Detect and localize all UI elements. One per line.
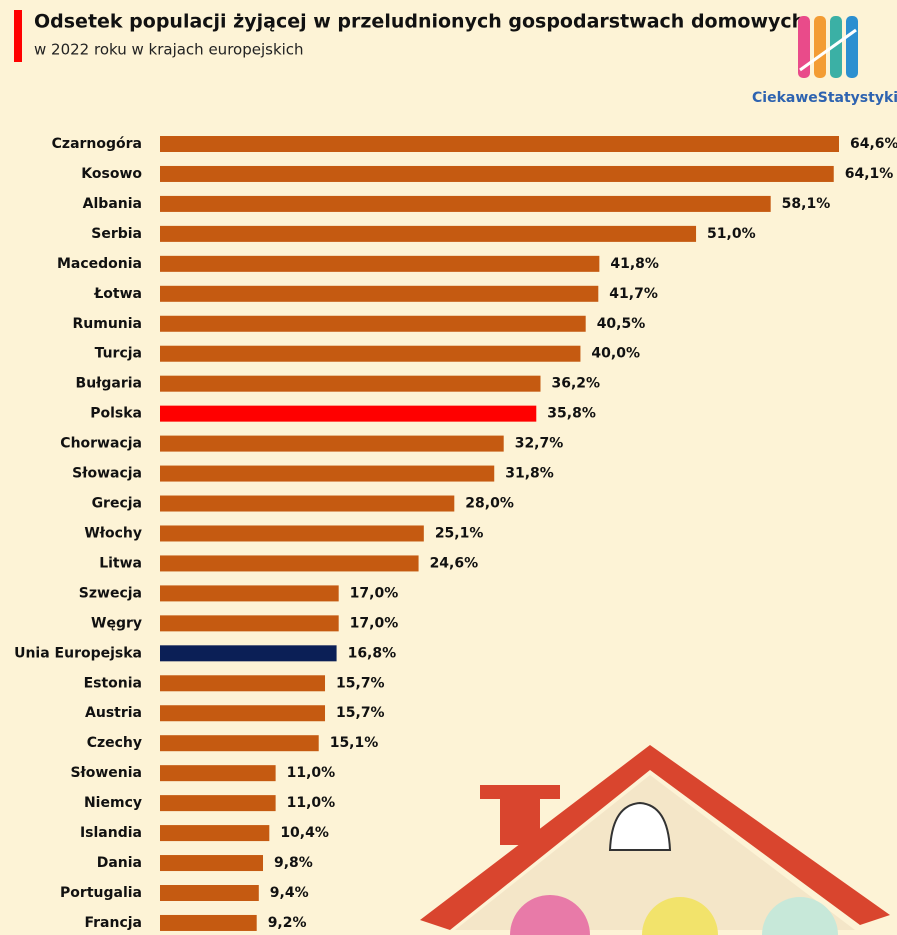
- value-label: 11,0%: [287, 765, 336, 781]
- category-label: Unia Europejska: [14, 645, 142, 661]
- bar: [160, 765, 276, 782]
- category-label: Austria: [85, 705, 142, 721]
- value-label: 41,8%: [610, 256, 659, 272]
- category-label: Czarnogóra: [52, 136, 142, 152]
- category-label: Litwa: [99, 555, 142, 571]
- bar: [160, 405, 537, 422]
- value-label: 32,7%: [515, 436, 564, 452]
- bar: [160, 165, 834, 182]
- bar: [160, 435, 504, 452]
- category-label: Polska: [90, 406, 142, 422]
- value-label: 36,2%: [551, 376, 600, 392]
- category-label: Słowacja: [72, 466, 142, 482]
- value-label: 9,2%: [268, 915, 307, 931]
- category-label: Słowenia: [70, 765, 142, 781]
- bar: [160, 615, 339, 632]
- category-label: Portugalia: [60, 885, 142, 901]
- value-label: 40,5%: [597, 316, 646, 332]
- bar: [160, 465, 495, 482]
- source-logo-text: CiekaweStatystyki.p: [752, 90, 897, 106]
- category-label: Turcja: [95, 346, 142, 362]
- category-label: Francja: [84, 915, 142, 931]
- category-label: Szwecja: [79, 585, 142, 601]
- value-label: 10,4%: [280, 825, 329, 841]
- bar: [160, 885, 259, 901]
- category-label: Czechy: [87, 735, 142, 751]
- value-label: 17,0%: [350, 585, 399, 601]
- category-label: Kosowo: [81, 166, 142, 182]
- value-label: 58,1%: [782, 196, 831, 212]
- value-label: 25,1%: [435, 525, 484, 541]
- bar: [160, 525, 424, 542]
- category-label: Macedonia: [57, 256, 142, 272]
- house-illustration: [420, 745, 890, 935]
- bar: [160, 585, 339, 602]
- value-label: 16,8%: [348, 645, 397, 661]
- bar: [160, 675, 326, 692]
- category-label: Rumunia: [72, 316, 142, 332]
- value-label: 17,0%: [350, 615, 399, 631]
- category-label: Estonia: [84, 675, 142, 691]
- category-label: Grecja: [92, 496, 142, 512]
- category-label: Bułgaria: [76, 376, 142, 392]
- value-label: 9,8%: [274, 855, 313, 871]
- value-label: 51,0%: [707, 226, 756, 242]
- bar: [160, 555, 419, 572]
- bar: [160, 914, 257, 931]
- value-label: 15,7%: [336, 705, 385, 721]
- bar: [160, 195, 771, 212]
- value-label: 24,6%: [430, 555, 479, 571]
- value-label: 64,6%: [850, 136, 897, 152]
- bar: [160, 855, 264, 872]
- bar: [160, 795, 276, 812]
- value-label: 11,0%: [287, 795, 336, 811]
- value-label: 64,1%: [845, 166, 894, 182]
- chart-subtitle: w 2022 roku w krajach europejskich: [34, 41, 304, 59]
- value-label: 15,1%: [330, 735, 379, 751]
- value-label: 15,7%: [336, 675, 385, 691]
- category-label: Niemcy: [84, 795, 142, 811]
- bar: [160, 285, 599, 302]
- value-label: 31,8%: [505, 466, 554, 482]
- bar: [160, 315, 586, 332]
- category-label: Dania: [97, 855, 142, 871]
- logo-icon: [798, 16, 858, 78]
- value-label: 41,7%: [609, 286, 658, 302]
- value-label: 28,0%: [465, 496, 514, 512]
- bar: [160, 225, 697, 242]
- bar: [160, 375, 541, 392]
- category-label: Chorwacja: [60, 436, 142, 452]
- bar: [160, 136, 839, 152]
- category-label: Islandia: [80, 825, 142, 841]
- bar: [160, 255, 600, 272]
- category-label: Serbia: [91, 226, 142, 242]
- bar: [160, 825, 270, 842]
- value-label: 9,4%: [270, 885, 309, 901]
- bar: [160, 345, 581, 362]
- category-label: Włochy: [84, 525, 142, 541]
- value-label: 40,0%: [591, 346, 640, 362]
- category-label: Łotwa: [93, 286, 142, 302]
- category-label: Węgry: [91, 615, 142, 631]
- bar: [160, 705, 326, 722]
- bar: [160, 735, 319, 752]
- bar: [160, 645, 337, 662]
- chart-title: Odsetek populacji żyjącej w przeludniony…: [34, 11, 805, 33]
- category-label: Albania: [83, 196, 142, 212]
- value-label: 35,8%: [547, 406, 596, 422]
- bar: [160, 495, 455, 512]
- title-accent: [14, 10, 22, 62]
